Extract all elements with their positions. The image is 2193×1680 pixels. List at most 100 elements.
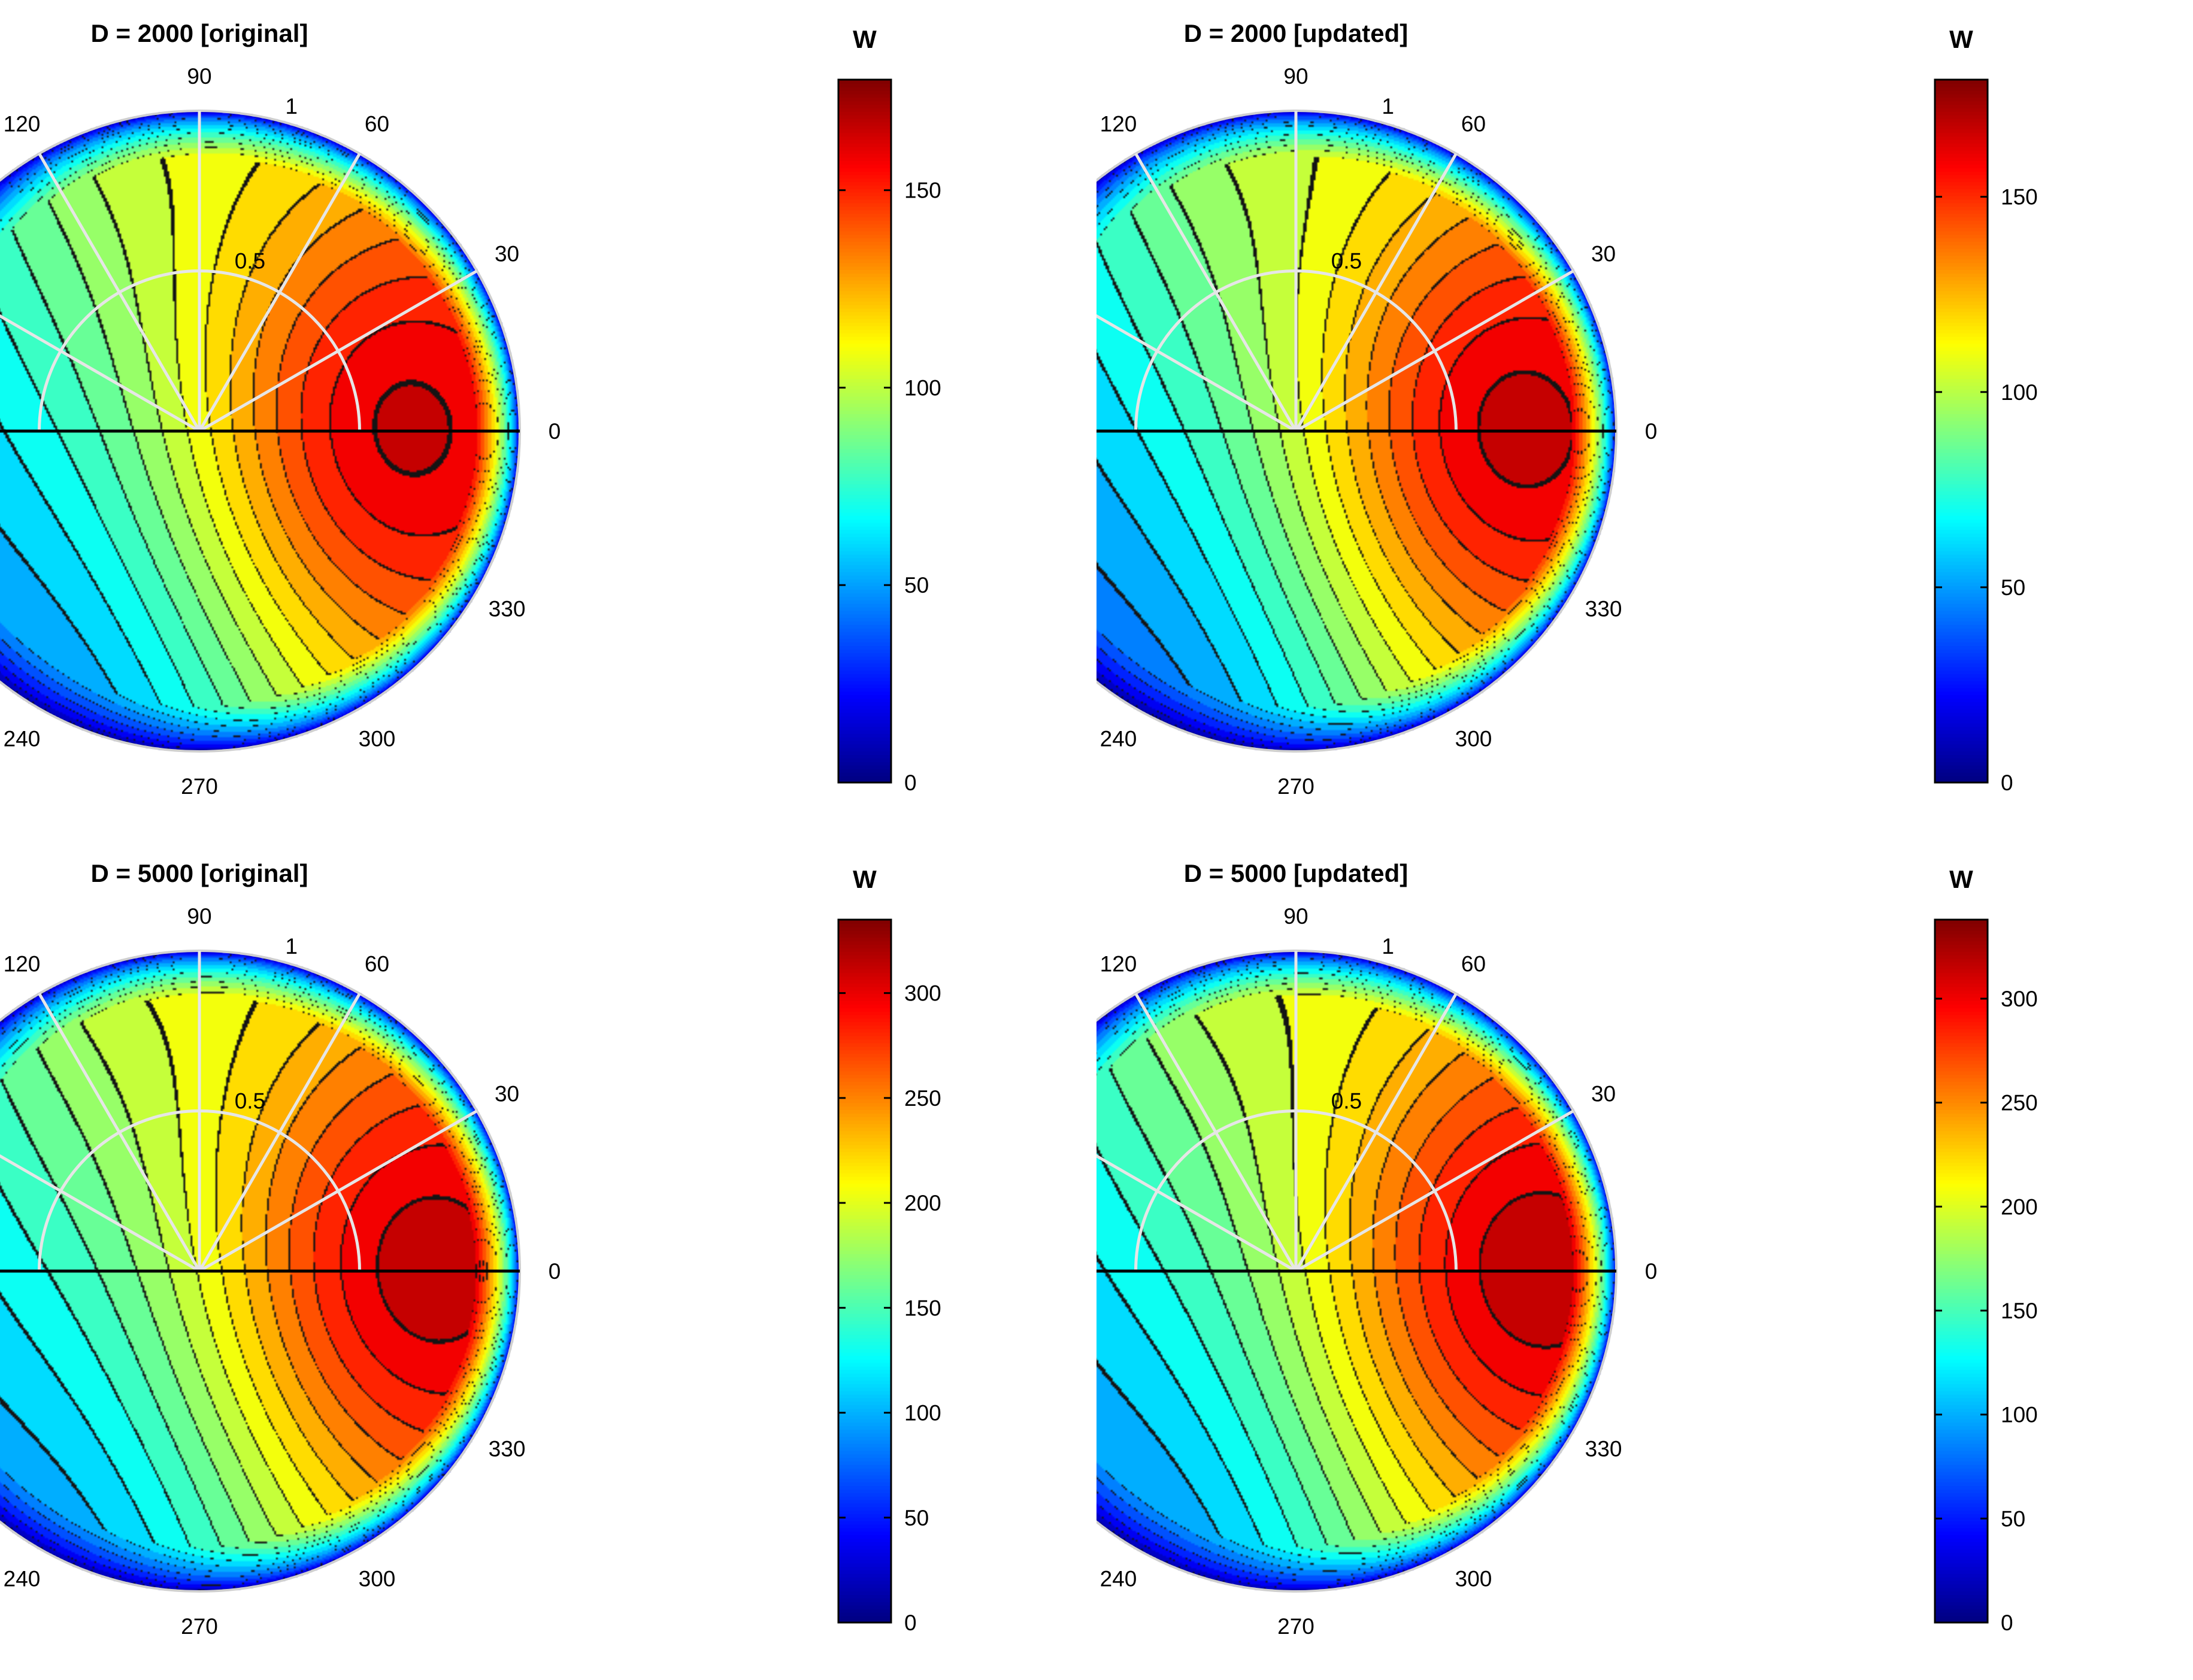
angle-tick-label: 60: [1461, 111, 1486, 136]
colorbar-label: W: [1949, 25, 1973, 53]
radius-tick-label: 1: [1382, 94, 1394, 119]
colorbar-tick-label: 0: [2001, 771, 2013, 795]
angle-tick-label: 60: [365, 951, 389, 976]
colorbar-frame: [1934, 918, 1989, 1624]
angle-tick-label: 300: [1455, 727, 1492, 751]
colorbar: [1935, 920, 1988, 1623]
colorbar-tick-label: 0: [904, 771, 917, 795]
angle-tick-label: 120: [4, 951, 41, 976]
radius-tick-label: 0.5: [235, 1088, 265, 1113]
spoke-30: [1295, 1109, 1574, 1273]
radius-tick-label: 0.5: [1331, 248, 1362, 273]
radius-tick-label: 1: [285, 94, 298, 119]
colorbar-label: W: [853, 25, 877, 53]
angle-tick-label: 30: [1591, 1082, 1616, 1106]
spoke-120: [1134, 993, 1298, 1272]
colorbar-tick-label: 150: [2001, 1299, 2038, 1323]
spoke-120: [1134, 153, 1298, 432]
angle-tick-label: 120: [1100, 951, 1137, 976]
angle-tick-label: 30: [495, 242, 519, 266]
polar-chart-svg: D = 2000 [original]030609012015018021024…: [0, 19, 941, 799]
chart-title: D = 2000 [original]: [91, 19, 308, 47]
colorbar-tick-label: 200: [2001, 1194, 2038, 1219]
angle-tick-label: 330: [1585, 1437, 1622, 1461]
angle-tick-label: 240: [1100, 1567, 1137, 1591]
colorbar-tick-label: 100: [904, 1401, 941, 1426]
colorbar-tick-label: 150: [2001, 185, 2038, 210]
chart-title: D = 5000 [original]: [91, 859, 308, 887]
angle-tick-label: 90: [187, 64, 211, 89]
spoke-60: [198, 993, 361, 1272]
colorbar-label: W: [853, 865, 877, 893]
angle-tick-label: 120: [4, 111, 41, 136]
spoke-30: [1295, 269, 1574, 433]
chart-panel-4: D = 5000 [updated]0306090120150180210240…: [1096, 840, 2193, 1680]
angle-tick-label: 90: [1283, 64, 1308, 89]
spoke-120: [38, 993, 201, 1272]
angle-tick-label: 300: [1455, 1567, 1492, 1591]
colorbar-frame: [837, 78, 892, 784]
colorbar: [838, 920, 891, 1623]
angle-tick-label: 60: [365, 111, 389, 136]
angle-tick-label: 0: [549, 1259, 561, 1284]
colorbar-tick-label: 300: [904, 981, 941, 1006]
angle-tick-label: 270: [181, 1614, 218, 1639]
spoke-30: [198, 1109, 478, 1273]
colorbar-tick-label: 150: [904, 178, 941, 203]
spoke-150: [0, 1154, 201, 1273]
angle-tick-label: 60: [1461, 951, 1486, 976]
colorbar: [838, 80, 891, 783]
angle-tick-label: 240: [1100, 727, 1137, 751]
spoke-30: [198, 269, 478, 433]
polar-chart-svg: D = 2000 [updated]0306090120150180210240…: [1096, 19, 2038, 799]
angle-tick-label: 0: [1645, 419, 1658, 444]
spoke-150: [0, 314, 201, 433]
spoke-60: [198, 153, 361, 432]
angle-tick-label: 30: [495, 1082, 519, 1106]
colorbar-label: W: [1949, 865, 1973, 893]
colorbar-frame: [1934, 78, 1989, 784]
angle-tick-label: 300: [359, 1567, 396, 1591]
spoke-120: [38, 153, 201, 432]
colorbar-frame: [837, 918, 892, 1624]
colorbar-tick-label: 250: [2001, 1091, 2038, 1115]
angle-tick-label: 330: [489, 597, 526, 621]
angle-tick-label: 330: [489, 1437, 526, 1461]
angle-tick-label: 270: [1277, 774, 1314, 799]
chart-panel-1: D = 2000 [original]030609012015018021024…: [0, 0, 1096, 840]
chart-panel-2: D = 2000 [updated]0306090120150180210240…: [1096, 0, 2193, 840]
chart-title: D = 2000 [updated]: [1184, 19, 1409, 47]
colorbar-tick-label: 300: [2001, 987, 2038, 1011]
colorbar-tick-label: 0: [904, 1611, 917, 1635]
spoke-60: [1294, 153, 1458, 432]
colorbar-tick-label: 100: [904, 375, 941, 400]
chart-panel-3: D = 5000 [original]030609012015018021024…: [0, 840, 1096, 1680]
angle-tick-label: 0: [1645, 1259, 1658, 1284]
radius-tick-label: 1: [1382, 934, 1394, 959]
colorbar-tick-label: 100: [2001, 380, 2038, 405]
angle-tick-label: 30: [1591, 242, 1616, 266]
angle-tick-label: 90: [187, 904, 211, 929]
spoke-150: [1096, 314, 1297, 433]
angle-tick-label: 270: [1277, 1614, 1314, 1639]
angle-tick-label: 240: [4, 727, 41, 751]
colorbar-tick-label: 100: [2001, 1403, 2038, 1427]
colorbar: [1935, 80, 1988, 783]
angle-tick-label: 300: [359, 727, 396, 751]
colorbar-tick-label: 50: [2001, 1506, 2025, 1531]
spoke-60: [1294, 993, 1458, 1272]
radius-tick-label: 0.5: [1331, 1088, 1362, 1113]
colorbar-tick-label: 50: [2001, 575, 2025, 600]
angle-tick-label: 270: [181, 774, 218, 799]
colorbar-tick-label: 50: [904, 1506, 929, 1530]
angle-tick-label: 120: [1100, 111, 1137, 136]
colorbar-tick-label: 150: [904, 1296, 941, 1320]
colorbar-tick-label: 200: [904, 1191, 941, 1215]
angle-tick-label: 0: [549, 419, 561, 444]
polar-chart-svg: D = 5000 [updated]0306090120150180210240…: [1096, 859, 2038, 1639]
colorbar-tick-label: 0: [2001, 1611, 2013, 1635]
chart-title: D = 5000 [updated]: [1184, 859, 1409, 887]
angle-tick-label: 240: [4, 1567, 41, 1591]
angle-tick-label: 90: [1283, 904, 1308, 929]
